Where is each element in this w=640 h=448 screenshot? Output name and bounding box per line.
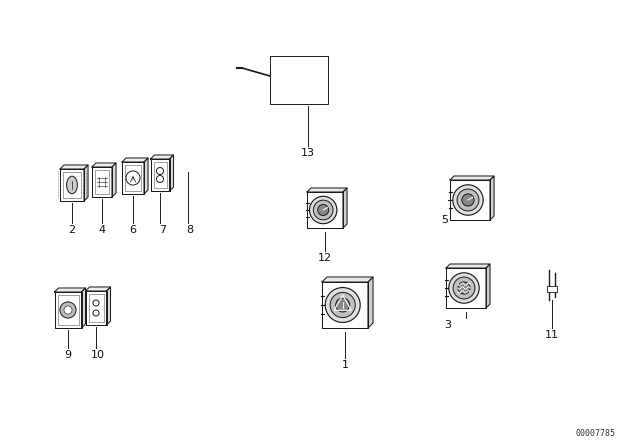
Polygon shape xyxy=(170,155,173,191)
Bar xyxy=(450,180,490,220)
Text: 9: 9 xyxy=(65,350,72,360)
Polygon shape xyxy=(343,188,347,228)
Text: 13: 13 xyxy=(301,148,315,158)
Bar xyxy=(150,159,170,191)
Text: 2: 2 xyxy=(68,225,76,235)
Circle shape xyxy=(462,194,474,206)
Text: 5: 5 xyxy=(441,215,448,225)
Bar xyxy=(270,56,328,104)
Bar xyxy=(54,292,81,328)
Bar xyxy=(63,172,81,198)
Text: 11: 11 xyxy=(545,330,559,340)
Bar xyxy=(446,268,486,308)
Bar xyxy=(154,162,166,188)
Polygon shape xyxy=(81,288,86,328)
Circle shape xyxy=(157,176,163,182)
Polygon shape xyxy=(84,165,88,201)
Polygon shape xyxy=(486,264,490,308)
Bar xyxy=(86,291,106,325)
Bar xyxy=(60,169,84,201)
Circle shape xyxy=(93,310,99,316)
Text: 3: 3 xyxy=(445,320,451,330)
Circle shape xyxy=(330,293,355,318)
Ellipse shape xyxy=(67,176,77,194)
Circle shape xyxy=(310,196,337,224)
Circle shape xyxy=(93,300,99,306)
Text: 7: 7 xyxy=(159,225,166,235)
Polygon shape xyxy=(490,176,494,220)
Circle shape xyxy=(336,298,349,312)
Circle shape xyxy=(453,277,475,299)
Circle shape xyxy=(126,171,140,185)
Polygon shape xyxy=(106,287,111,325)
Polygon shape xyxy=(54,288,86,292)
Bar xyxy=(54,292,81,328)
Circle shape xyxy=(317,205,329,215)
Polygon shape xyxy=(150,155,173,159)
Polygon shape xyxy=(450,176,494,180)
Bar xyxy=(92,167,112,197)
Bar xyxy=(322,282,368,328)
Bar xyxy=(450,180,490,220)
Polygon shape xyxy=(368,277,373,328)
Circle shape xyxy=(453,185,483,215)
Circle shape xyxy=(157,168,163,175)
Text: 10: 10 xyxy=(91,350,105,360)
Polygon shape xyxy=(446,264,490,268)
Circle shape xyxy=(64,306,72,314)
Circle shape xyxy=(449,273,479,303)
Bar xyxy=(122,162,144,194)
Bar xyxy=(322,282,368,328)
Polygon shape xyxy=(144,158,148,194)
Circle shape xyxy=(60,302,76,318)
Text: 4: 4 xyxy=(99,225,106,235)
Polygon shape xyxy=(92,163,116,167)
Bar xyxy=(307,192,343,228)
Bar xyxy=(307,192,343,228)
Bar xyxy=(122,162,144,194)
Polygon shape xyxy=(307,188,347,192)
Bar xyxy=(58,295,79,325)
Polygon shape xyxy=(60,165,88,169)
Bar xyxy=(125,165,141,191)
Polygon shape xyxy=(122,158,148,162)
Bar xyxy=(92,167,112,197)
Polygon shape xyxy=(322,277,373,282)
Text: 1: 1 xyxy=(342,360,349,370)
Circle shape xyxy=(457,189,479,211)
Bar xyxy=(60,169,84,201)
Bar xyxy=(95,170,109,194)
Polygon shape xyxy=(86,287,111,291)
Bar xyxy=(446,268,486,308)
Bar xyxy=(150,159,170,191)
Circle shape xyxy=(314,200,333,220)
Text: 6: 6 xyxy=(129,225,136,235)
Bar xyxy=(88,294,104,322)
Circle shape xyxy=(325,288,360,323)
Text: 12: 12 xyxy=(318,253,332,263)
Circle shape xyxy=(458,282,470,294)
Bar xyxy=(86,291,106,325)
Text: 8: 8 xyxy=(186,225,193,235)
Polygon shape xyxy=(112,163,116,197)
Text: 00007785: 00007785 xyxy=(575,429,615,438)
Bar xyxy=(547,286,557,292)
